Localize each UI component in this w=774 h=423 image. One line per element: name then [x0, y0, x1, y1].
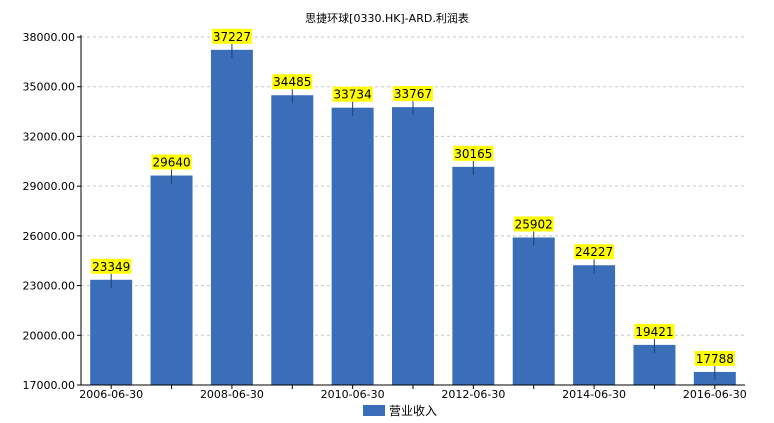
y-tick-label: 35000.00: [23, 81, 76, 94]
y-tick-label: 23000.00: [23, 280, 76, 293]
data-label: 24227: [575, 245, 613, 259]
data-label: 29640: [152, 156, 190, 170]
bar: [331, 107, 374, 385]
chart-title: 思捷环球[0330.HK]-ARD.利润表: [305, 11, 469, 25]
data-label: 33767: [394, 87, 432, 101]
data-label-box: [272, 74, 313, 90]
x-tick-label: 2014-06-30: [562, 388, 626, 401]
bar: [271, 95, 314, 386]
data-label-box: [151, 154, 192, 170]
x-tick-label: 2008-06-30: [200, 388, 264, 401]
y-tick-label: 38000.00: [23, 31, 76, 44]
x-tick-label: 2006-06-30: [79, 388, 143, 401]
data-label-box: [332, 86, 373, 102]
legend-swatch: [363, 405, 385, 416]
x-tick-label: 2016-06-30: [683, 388, 747, 401]
bar: [512, 237, 555, 385]
bar: [452, 166, 495, 385]
data-label: 33734: [334, 88, 372, 102]
x-tick-label: 2012-06-30: [441, 388, 505, 401]
bar: [573, 265, 616, 385]
data-label-box: [513, 216, 554, 232]
data-label-box: [453, 145, 494, 161]
data-label: 19421: [635, 325, 673, 339]
y-tick-label: 29000.00: [23, 180, 76, 193]
y-tick-label: 26000.00: [23, 230, 76, 243]
bar: [90, 279, 133, 385]
data-label-box: [634, 323, 675, 339]
data-label: 17788: [696, 352, 734, 366]
axis-layer: 17000.00 20000.00 23000.00 26000.00 29000.00…: [23, 31, 747, 401]
y-tick-label: 32000.00: [23, 130, 76, 143]
data-label-box: [694, 350, 735, 366]
y-tick-label: 20000.00: [23, 329, 76, 342]
data-label: 30165: [454, 147, 492, 161]
bar-layer: [90, 49, 736, 386]
x-tick-label: 2010-06-30: [321, 388, 385, 401]
legend-label: 营业收入: [389, 404, 437, 418]
legend: 营业收入: [363, 404, 437, 418]
data-label: 37227: [213, 30, 251, 44]
bar: [210, 49, 253, 385]
data-label-box: [574, 244, 615, 260]
bar: [150, 175, 193, 385]
data-label-box: [91, 258, 132, 274]
data-label-box: [211, 28, 252, 44]
data-label: 23349: [92, 260, 130, 274]
data-label: 34485: [273, 75, 311, 89]
data-label-box: [393, 86, 433, 102]
data-label-layer: 23349 29640 37227 34485 33734 33767 30165 25902…: [91, 28, 735, 380]
data-label: 25902: [515, 217, 553, 231]
bar: [392, 107, 434, 386]
y-tick-label: 17000.00: [23, 379, 76, 392]
